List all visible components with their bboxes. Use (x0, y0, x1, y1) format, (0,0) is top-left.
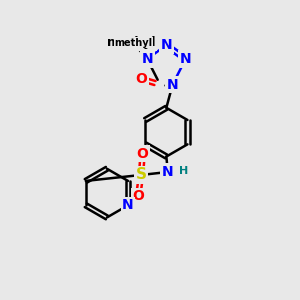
Text: N: N (162, 165, 174, 179)
Text: O: O (132, 189, 144, 203)
Text: S: S (136, 167, 147, 182)
Text: O: O (136, 147, 148, 160)
Text: N: N (160, 38, 172, 52)
Text: H: H (179, 166, 188, 176)
Text: N: N (141, 52, 153, 66)
Text: O: O (136, 72, 148, 86)
Text: N: N (180, 52, 191, 66)
Text: N: N (167, 77, 178, 92)
Text: N: N (122, 198, 134, 212)
Text: methyl: methyl (107, 36, 155, 49)
Text: methyl: methyl (114, 38, 152, 48)
